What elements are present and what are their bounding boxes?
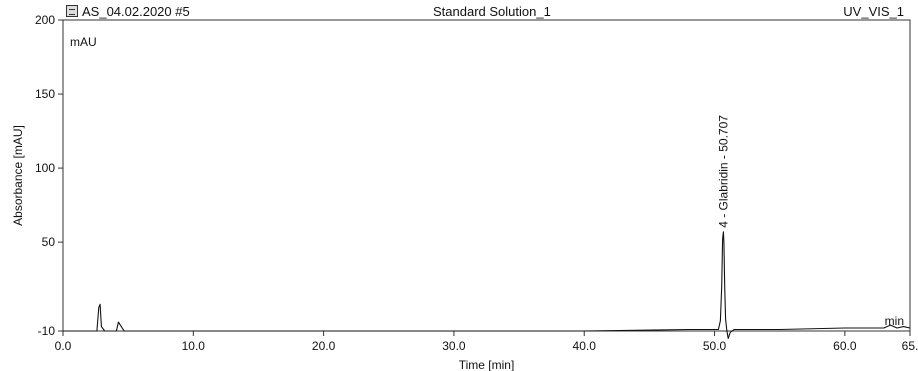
channel-label: UV_VIS_1 [843, 4, 904, 19]
y-tick-label: -10 [38, 324, 56, 338]
y-tick-label: 100 [35, 161, 55, 175]
x-tick-label: 20.0 [312, 339, 336, 353]
y-axis-label: Absorbance [mAU] [11, 125, 25, 226]
x-tick-label: 40.0 [573, 339, 597, 353]
plot-frame [62, 19, 911, 332]
x-tick-label: 30.0 [442, 339, 466, 353]
chromatogram-trace [63, 231, 911, 339]
x-unit-label: min [885, 314, 904, 328]
x-axis-label: Time [min] [459, 358, 515, 371]
run-name-label: AS_04.02.2020 #5 [82, 4, 190, 19]
y-tick-label: 50 [42, 235, 56, 249]
document-icon [66, 5, 78, 17]
sample-name-label: Standard Solution_1 [433, 4, 551, 19]
y-tick-label: 200 [35, 13, 55, 27]
x-tick-label: 10.0 [182, 339, 206, 353]
peak-label: 4 - Glabridin - 50.707 [717, 115, 731, 228]
y-unit-label: mAU [70, 35, 97, 49]
x-tick-label: 0.0 [55, 339, 72, 353]
y-tick-label: 150 [35, 87, 55, 101]
x-tick-label: 65. [902, 339, 918, 353]
x-tick-label: 50.0 [703, 339, 727, 353]
x-tick-label: 60.0 [833, 339, 857, 353]
